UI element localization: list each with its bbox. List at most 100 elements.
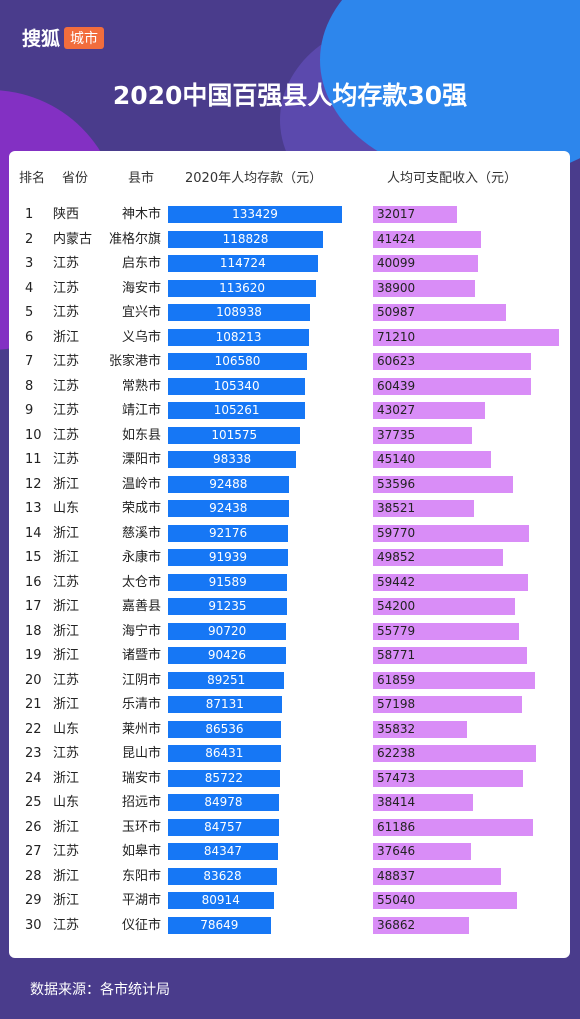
deposit-value-label: 85722 — [204, 770, 243, 785]
deposit-value-label: 118828 — [222, 231, 269, 246]
county-cell: 常熟市 — [121, 378, 161, 394]
deposit-bar: 114724 — [168, 255, 318, 272]
deposit-bar: 89251 — [168, 671, 285, 689]
county-cell: 乐清市 — [121, 697, 161, 712]
income-value-label: 35832 — [377, 721, 416, 736]
province-cell: 江苏 — [53, 746, 80, 761]
province-cell: 浙江 — [53, 893, 80, 908]
county-cell: 如东县 — [121, 427, 161, 443]
income-bar: 57473 — [373, 769, 524, 787]
deposit-bar: 108938 — [168, 304, 311, 321]
province-cell: 江苏 — [53, 574, 80, 590]
rank-cell: 2 — [25, 231, 34, 247]
income-bar: 36862 — [373, 916, 470, 934]
table-row: 29 浙江 平湖市 80914 55040 — [9, 889, 570, 913]
income-value-label: 61859 — [377, 672, 416, 687]
rank-cell: 30 — [25, 917, 42, 933]
province-cell: 浙江 — [53, 550, 80, 565]
income-value-label: 45140 — [377, 452, 416, 466]
income-value-label: 59442 — [377, 574, 416, 589]
deposit-bar: 108213 — [168, 328, 310, 346]
table-row: 19 浙江 诸暨市 90426 58771 — [9, 644, 570, 668]
income-value-label: 38521 — [377, 501, 416, 515]
deposit-bar: 86431 — [168, 745, 281, 762]
table-row: 23 江苏 昆山市 86431 62238 — [9, 742, 570, 766]
table-row: 30 江苏 仪征市 78649 36862 — [9, 914, 570, 938]
province-cell: 江苏 — [53, 403, 80, 418]
rank-cell: 17 — [25, 599, 42, 614]
province-cell: 江苏 — [53, 280, 80, 296]
county-cell: 准格尔旗 — [108, 231, 161, 247]
income-bar: 57198 — [373, 696, 523, 713]
income-value-label: 36862 — [377, 917, 416, 932]
deposit-bar: 91235 — [168, 598, 287, 615]
chart-title: 2020中国百强县人均存款30强 — [112, 81, 468, 110]
province-cell: 江苏 — [53, 305, 80, 320]
rank-cell: 1 — [25, 207, 34, 222]
table-row: 17 浙江 嘉善县 91235 54200 — [9, 595, 570, 619]
deposit-bar: 78649 — [168, 916, 271, 934]
table-row: 15 浙江 永康市 91939 49852 — [9, 546, 570, 570]
county-cell: 溧阳市 — [121, 452, 161, 467]
income-value-label: 40099 — [377, 256, 416, 270]
income-bar: 37735 — [373, 426, 472, 444]
deposit-bar: 86536 — [168, 720, 281, 738]
rank-cell: 7 — [25, 354, 34, 369]
table-row: 28 浙江 东阳市 83628 48837 — [9, 865, 570, 889]
rank-cell: 4 — [25, 280, 34, 296]
header-deposit: 2020年人均存款（元） — [185, 171, 323, 186]
province-cell: 江苏 — [53, 378, 80, 394]
table-row: 1 陕西 神木市 133429 32017 — [9, 203, 570, 227]
deposit-value-label: 84347 — [203, 844, 243, 858]
income-value-label: 32017 — [377, 207, 416, 221]
income-value-label: 54200 — [377, 599, 416, 613]
income-value-label: 55040 — [377, 893, 416, 907]
table-row: 14 浙江 慈溪市 92176 59770 — [9, 522, 570, 546]
rank-cell: 3 — [25, 256, 34, 271]
deposit-bar: 90426 — [168, 647, 286, 664]
rank-cell: 28 — [25, 868, 42, 884]
income-bar: 50987 — [373, 304, 507, 321]
county-cell: 招远市 — [121, 795, 161, 810]
deposit-value-label: 133429 — [232, 207, 278, 221]
county-cell: 江阴市 — [121, 672, 161, 688]
province-cell: 内蒙古 — [53, 231, 93, 247]
deposit-bar: 87131 — [168, 696, 282, 713]
table-row: 27 江苏 如皋市 84347 37646 — [9, 840, 570, 864]
county-cell: 瑞安市 — [121, 770, 161, 786]
province-cell: 江苏 — [53, 256, 80, 271]
county-cell: 昆山市 — [121, 746, 161, 761]
county-cell: 平湖市 — [121, 893, 161, 908]
ranking-table: 排名 省份 县市 2020年人均存款（元） 人均可支配收入（元） 1 陕西 神木市 1… — [9, 151, 570, 958]
income-bar: 43027 — [373, 402, 486, 419]
income-bar: 61186 — [373, 818, 533, 836]
rank-cell: 22 — [25, 721, 42, 737]
income-value-label: 55779 — [377, 623, 416, 638]
income-value-label: 43027 — [377, 403, 416, 417]
income-bar: 61859 — [373, 671, 535, 689]
income-value-label: 61186 — [377, 819, 416, 834]
income-value-label: 62238 — [377, 746, 416, 760]
table-row: 18 浙江 海宁市 90720 55779 — [9, 620, 570, 644]
county-cell: 嘉善县 — [121, 599, 161, 614]
logo-badge: 城市 — [64, 26, 105, 49]
income-value-label: 59770 — [377, 525, 416, 540]
deposit-bar: 92488 — [168, 475, 289, 493]
rank-cell: 25 — [25, 795, 42, 810]
income-value-label: 60439 — [377, 378, 416, 393]
table-row: 10 江苏 如东县 101575 37735 — [9, 424, 570, 448]
deposit-value-label: 91589 — [208, 574, 247, 589]
income-value-label: 57473 — [377, 770, 416, 785]
deposit-bar: 105261 — [168, 402, 306, 419]
table-row: 24 浙江 瑞安市 85722 57473 — [9, 767, 570, 791]
rank-cell: 19 — [25, 648, 42, 663]
deposit-value-label: 114724 — [219, 256, 266, 270]
rank-cell: 5 — [25, 305, 34, 320]
province-cell: 江苏 — [53, 427, 80, 443]
county-cell: 如皋市 — [121, 844, 161, 859]
rank-cell: 16 — [25, 574, 42, 590]
county-cell: 启东市 — [121, 256, 161, 271]
rank-cell: 14 — [25, 525, 42, 541]
province-cell: 江苏 — [53, 354, 80, 369]
deposit-value-label: 98338 — [213, 452, 252, 466]
